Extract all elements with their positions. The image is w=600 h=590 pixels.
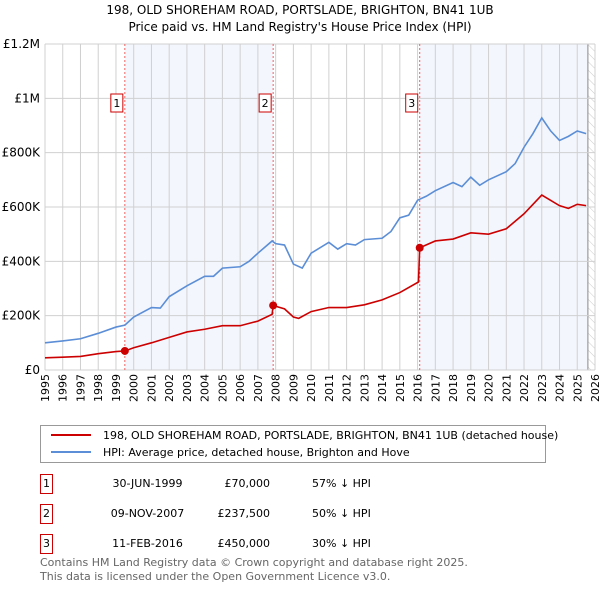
sale-point — [415, 243, 424, 252]
x-tick-label: 2020 — [483, 374, 496, 402]
x-tick-label: 2016 — [412, 374, 425, 402]
chart-title: 198, OLD SHOREHAM ROAD, PORTSLADE, BRIGH… — [106, 3, 494, 17]
sale-hpi-diff: 57% ↓ HPI — [312, 477, 371, 490]
legend-item-property: 198, OLD SHOREHAM ROAD, PORTSLADE, BRIGH… — [51, 427, 558, 443]
y-tick-label: £400K — [2, 254, 42, 268]
x-tick-label: 2021 — [500, 374, 513, 402]
sale-label-box — [110, 93, 124, 113]
sale-label: 2 — [262, 97, 269, 110]
sale-marker: 3 — [40, 534, 53, 554]
x-tick-label: 2025 — [571, 374, 584, 402]
sale-date: 30-JUN-1999 — [112, 477, 183, 490]
x-tick-label: 2000 — [128, 374, 141, 402]
x-tick-label: 1998 — [92, 374, 105, 402]
x-tick-label: 1997 — [74, 374, 87, 402]
sale-date: 11-FEB-2016 — [112, 537, 183, 550]
x-tick-label: 2022 — [518, 374, 531, 402]
sale-date: 09-NOV-2007 — [110, 507, 185, 520]
x-tick-label: 2007 — [252, 374, 265, 402]
footer-license: This data is licensed under the Open Gov… — [40, 570, 391, 583]
x-tick-label: 2013 — [358, 374, 371, 402]
x-tick-label: 2017 — [429, 374, 442, 402]
legend-swatch-red — [51, 434, 91, 436]
x-tick-label: 2012 — [341, 374, 354, 402]
x-tick-label: 2002 — [163, 374, 176, 402]
legend-label: HPI: Average price, detached house, Brig… — [103, 445, 410, 459]
x-tick-label: 2011 — [323, 374, 336, 402]
legend: 198, OLD SHOREHAM ROAD, PORTSLADE, BRIGH… — [40, 425, 558, 463]
sale-row: 1 30-JUN-1999 £70,000 57% ↓ HPI — [40, 474, 440, 494]
x-tick-label: 2026 — [589, 374, 600, 402]
sale-price: £237,500 — [217, 507, 271, 520]
legend-label: 198, OLD SHOREHAM ROAD, PORTSLADE, BRIGH… — [103, 428, 559, 442]
sale-price: £450,000 — [217, 537, 271, 550]
x-tick-label: 2015 — [394, 374, 407, 402]
sale-row: 3 11-FEB-2016 £450,000 30% ↓ HPI — [40, 534, 440, 554]
footer: Contains HM Land Registry data © Crown c… — [40, 556, 468, 584]
sale-marker: 2 — [40, 504, 53, 524]
x-tick-label: 1999 — [110, 374, 123, 402]
x-tick-label: 2018 — [447, 374, 460, 402]
x-tick-label: 2024 — [554, 374, 567, 402]
sale-hpi-diff: 50% ↓ HPI — [312, 507, 371, 520]
sale-price: £70,000 — [224, 477, 271, 490]
sale-label-box — [258, 93, 272, 113]
y-tick-label: £1M — [14, 91, 40, 105]
sale-marker: 1 — [40, 474, 53, 494]
x-tick-label: 2003 — [181, 374, 194, 402]
x-tick-label: 2023 — [536, 374, 549, 402]
legend-item-hpi: HPI: Average price, detached house, Brig… — [51, 444, 410, 460]
footer-copyright: Contains HM Land Registry data © Crown c… — [40, 556, 468, 569]
sale-label-box — [405, 93, 419, 113]
sale-point — [120, 346, 129, 355]
x-tick-label: 2004 — [199, 374, 212, 402]
sale-label: 3 — [408, 97, 415, 110]
chart-subtitle: Price paid vs. HM Land Registry's House … — [128, 20, 472, 34]
y-tick-label: £200K — [2, 309, 42, 323]
y-tick-label: £0 — [25, 363, 40, 377]
property-price-line — [44, 194, 587, 359]
hpi-line — [44, 116, 587, 344]
x-tick-label: 2019 — [465, 374, 478, 402]
x-tick-label: 2014 — [376, 374, 389, 402]
x-tick-label: 2006 — [234, 374, 247, 402]
price-chart: 1995 1996 1997 1998 1999 2000 2001 2002 2003 2004… — [2, 37, 600, 402]
y-tick-label: £600K — [2, 200, 42, 214]
x-tick-label: 2010 — [305, 374, 318, 402]
x-tick-label: 2005 — [216, 374, 229, 402]
sale-point — [269, 301, 278, 310]
x-tick-label: 1995 — [39, 374, 52, 402]
sale-label: 1 — [113, 97, 120, 110]
sale-row: 2 09-NOV-2007 £237,500 50% ↓ HPI — [40, 504, 440, 524]
y-tick-label: £800K — [2, 146, 42, 160]
x-tick-label: 2009 — [287, 374, 300, 402]
x-tick-label: 2008 — [270, 374, 283, 402]
x-tick-label: 1996 — [57, 374, 70, 402]
sale-hpi-diff: 30% ↓ HPI — [312, 537, 371, 550]
legend-swatch-blue — [51, 451, 91, 453]
x-tick-label: 2001 — [145, 374, 158, 402]
y-tick-label: £1.2M — [3, 37, 40, 51]
